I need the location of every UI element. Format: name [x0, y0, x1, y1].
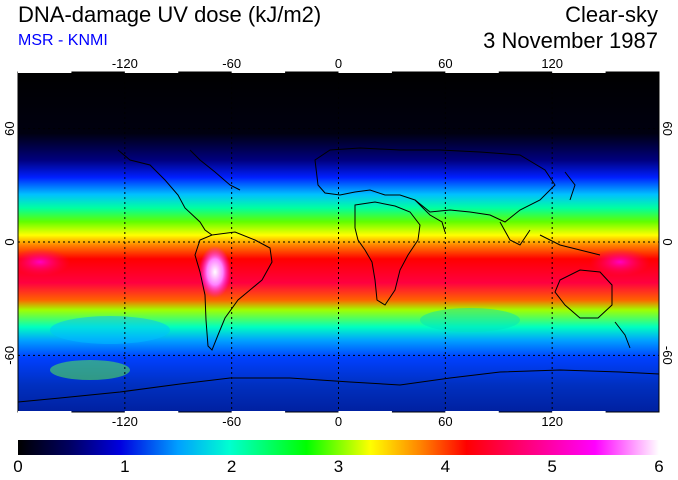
- frame-segment: [124, 411, 179, 414]
- lon-tick-label: -120: [112, 414, 138, 429]
- frame-segment: [124, 70, 179, 73]
- colorbar-tick-label: 2: [226, 457, 237, 476]
- sky-condition: Clear-sky: [565, 2, 658, 27]
- lat-tick-label: 60: [2, 121, 17, 135]
- lon-tick-labels-top: -120 -60 0 60 120: [112, 56, 563, 71]
- lat-tick-label: 0: [660, 238, 675, 245]
- colorbar-tick-label: 1: [120, 457, 130, 476]
- lon-tick-labels-bottom: -120 -60 0 60 120: [112, 414, 563, 429]
- frame-segment: [338, 411, 392, 414]
- lon-tick-label: 0: [335, 414, 342, 429]
- frame-segment: [445, 70, 499, 73]
- frame-segment: [231, 411, 286, 414]
- map-frame: [17, 70, 660, 414]
- frame-segment: [18, 411, 72, 414]
- lon-tick-label: -60: [222, 414, 241, 429]
- frame-segment: [552, 70, 606, 73]
- colorbar-tick-label: 4: [440, 457, 451, 476]
- lat-tick-label: -60: [660, 346, 675, 365]
- lon-tick-label: -60: [222, 56, 241, 71]
- lon-tick-label: 60: [438, 414, 452, 429]
- colorbar-tick-label: 5: [547, 457, 557, 476]
- map-date: 3 November 1987: [483, 28, 658, 53]
- lat-tick-labels-right: 60 0 -60: [660, 121, 675, 364]
- lon-tick-label: 60: [438, 56, 452, 71]
- graticule: [18, 72, 659, 412]
- lat-tick-labels-left: 60 0 -60: [2, 121, 17, 364]
- frame-segment: [231, 70, 286, 73]
- source-label: MSR - KNMI: [18, 32, 108, 49]
- map-title: DNA-damage UV dose (kJ/m2): [18, 2, 322, 27]
- frame-segment: [445, 411, 499, 414]
- lon-tick-label: 120: [541, 56, 563, 71]
- lat-tick-label: 60: [660, 121, 675, 135]
- lon-tick-label: -120: [112, 56, 138, 71]
- colorbar: [18, 440, 659, 455]
- frame-segment: [552, 411, 606, 414]
- lon-tick-label: 120: [541, 414, 563, 429]
- lat-tick-label: -60: [2, 346, 17, 365]
- lon-tick-label: 0: [335, 56, 342, 71]
- frame-segment: [18, 70, 72, 73]
- frame-segment: [338, 70, 392, 73]
- colorbar-tick-label: 6: [654, 457, 664, 476]
- colorbar-tick-label: 3: [333, 457, 344, 476]
- colorbar-tick-label: 0: [13, 457, 23, 476]
- lat-tick-label: 0: [2, 238, 17, 245]
